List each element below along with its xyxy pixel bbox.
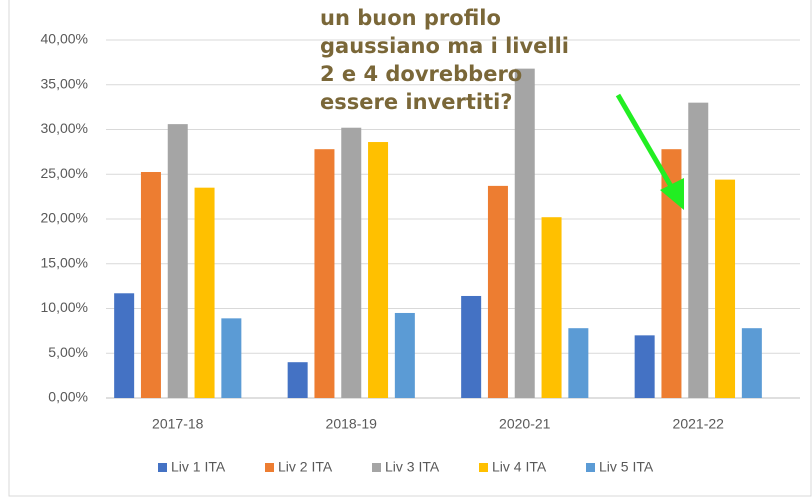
y-tick-label: 10,00% bbox=[41, 299, 88, 315]
arrow-head bbox=[660, 178, 684, 210]
bar bbox=[221, 318, 242, 398]
legend-swatch bbox=[158, 463, 167, 472]
labels: 0,00% 5,00% 10,00% 15,00% 20,00% 25,00% 30,00%… bbox=[41, 31, 725, 475]
legend-label: Liv 2 ITA bbox=[278, 459, 333, 475]
legend-swatch bbox=[479, 463, 488, 472]
legend-label: Liv 1 ITA bbox=[171, 459, 226, 475]
y-tick-label: 35,00% bbox=[41, 75, 88, 91]
legend-label: Liv 3 ITA bbox=[385, 459, 440, 475]
bar bbox=[541, 217, 562, 398]
bar bbox=[167, 124, 188, 398]
y-tick-label: 0,00% bbox=[48, 389, 88, 405]
bar bbox=[715, 179, 736, 398]
y-tick-label: 25,00% bbox=[41, 165, 88, 181]
bar bbox=[114, 293, 135, 398]
arrow bbox=[615, 93, 684, 210]
bar bbox=[194, 187, 215, 398]
legend-swatch bbox=[586, 463, 595, 472]
bar bbox=[568, 328, 589, 398]
bar bbox=[140, 172, 161, 398]
bar bbox=[341, 127, 362, 399]
bar bbox=[394, 312, 415, 398]
annotation-line: gaussiano ma i livelli bbox=[320, 34, 569, 58]
bar bbox=[741, 328, 762, 398]
bar bbox=[461, 295, 482, 398]
x-tick-label: 2021-22 bbox=[673, 416, 725, 432]
bar bbox=[688, 102, 709, 399]
annotation-line: un buon profilo bbox=[320, 6, 501, 30]
y-tick-label: 5,00% bbox=[48, 344, 88, 360]
y-tick-label: 40,00% bbox=[41, 31, 88, 47]
y-tick-label: 15,00% bbox=[41, 254, 88, 270]
legend-swatch bbox=[265, 463, 274, 472]
bar bbox=[514, 68, 535, 398]
bar bbox=[634, 335, 655, 398]
legend-label: Liv 5 ITA bbox=[599, 459, 654, 475]
legend-swatch bbox=[372, 463, 381, 472]
bars bbox=[114, 68, 762, 399]
annotation: un buon profilo gaussiano ma i livelli 2 e… bbox=[320, 6, 569, 114]
x-tick-label: 2017-18 bbox=[152, 416, 204, 432]
y-tick-label: 30,00% bbox=[41, 120, 88, 136]
bar bbox=[314, 149, 335, 398]
x-tick-label: 2018-19 bbox=[326, 416, 378, 432]
x-tick-label: 2020-21 bbox=[499, 416, 551, 432]
annotation-line: essere invertiti? bbox=[320, 90, 513, 114]
y-tick-label: 20,00% bbox=[41, 210, 88, 226]
bar bbox=[287, 362, 308, 398]
bar bbox=[661, 149, 682, 398]
annotation-line: 2 e 4 dovrebbero bbox=[320, 62, 522, 86]
bar bbox=[487, 185, 508, 398]
legend-label: Liv 4 ITA bbox=[492, 459, 547, 475]
bar bbox=[368, 142, 389, 398]
arrow-shaft bbox=[615, 93, 675, 190]
